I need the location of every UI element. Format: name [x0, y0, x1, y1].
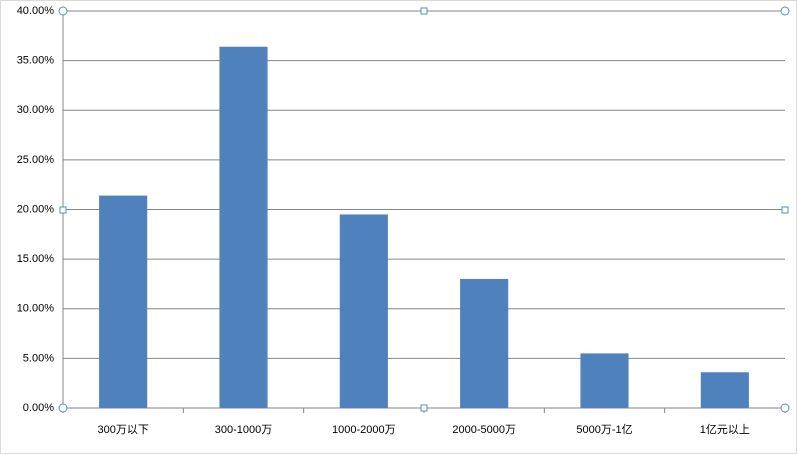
y-tick-label: 15.00% — [17, 253, 55, 265]
bar — [339, 214, 388, 408]
bar — [700, 372, 749, 408]
y-tick-label: 35.00% — [17, 55, 55, 67]
y-tick-label: 0.00% — [23, 402, 54, 414]
y-tick-label: 30.00% — [17, 104, 55, 116]
y-tick-label: 10.00% — [17, 303, 55, 315]
bar — [219, 46, 268, 408]
handle[interactable] — [780, 403, 790, 413]
handle[interactable] — [58, 403, 68, 413]
plot-area: 0.00% 5.00% 10.00% 15.00% 20.00% 25.00% 30.00%… — [17, 5, 786, 436]
x-tick-label: 1000-2000万 — [332, 424, 396, 436]
bar — [580, 353, 629, 408]
x-tick-label: 2000-5000万 — [452, 424, 516, 436]
handle[interactable] — [781, 206, 789, 214]
bar — [99, 195, 148, 408]
handle[interactable] — [59, 206, 67, 214]
handle[interactable] — [420, 7, 428, 15]
y-tick-label: 25.00% — [17, 154, 55, 166]
x-tick-label: 300-1000万 — [215, 424, 273, 436]
x-tick-label: 1亿元以上 — [700, 423, 750, 436]
bar — [460, 278, 509, 408]
y-tick-label: 20.00% — [17, 203, 55, 215]
selection-handles — [58, 6, 790, 413]
handle[interactable] — [58, 6, 68, 16]
handle[interactable] — [780, 6, 790, 16]
handle[interactable] — [420, 404, 428, 412]
y-tick-label: 5.00% — [23, 352, 54, 364]
x-tick-label: 300万以下 — [97, 424, 148, 436]
x-tick-label: 5000万-1亿 — [576, 423, 632, 436]
y-tick-label: 40.00% — [17, 5, 55, 17]
